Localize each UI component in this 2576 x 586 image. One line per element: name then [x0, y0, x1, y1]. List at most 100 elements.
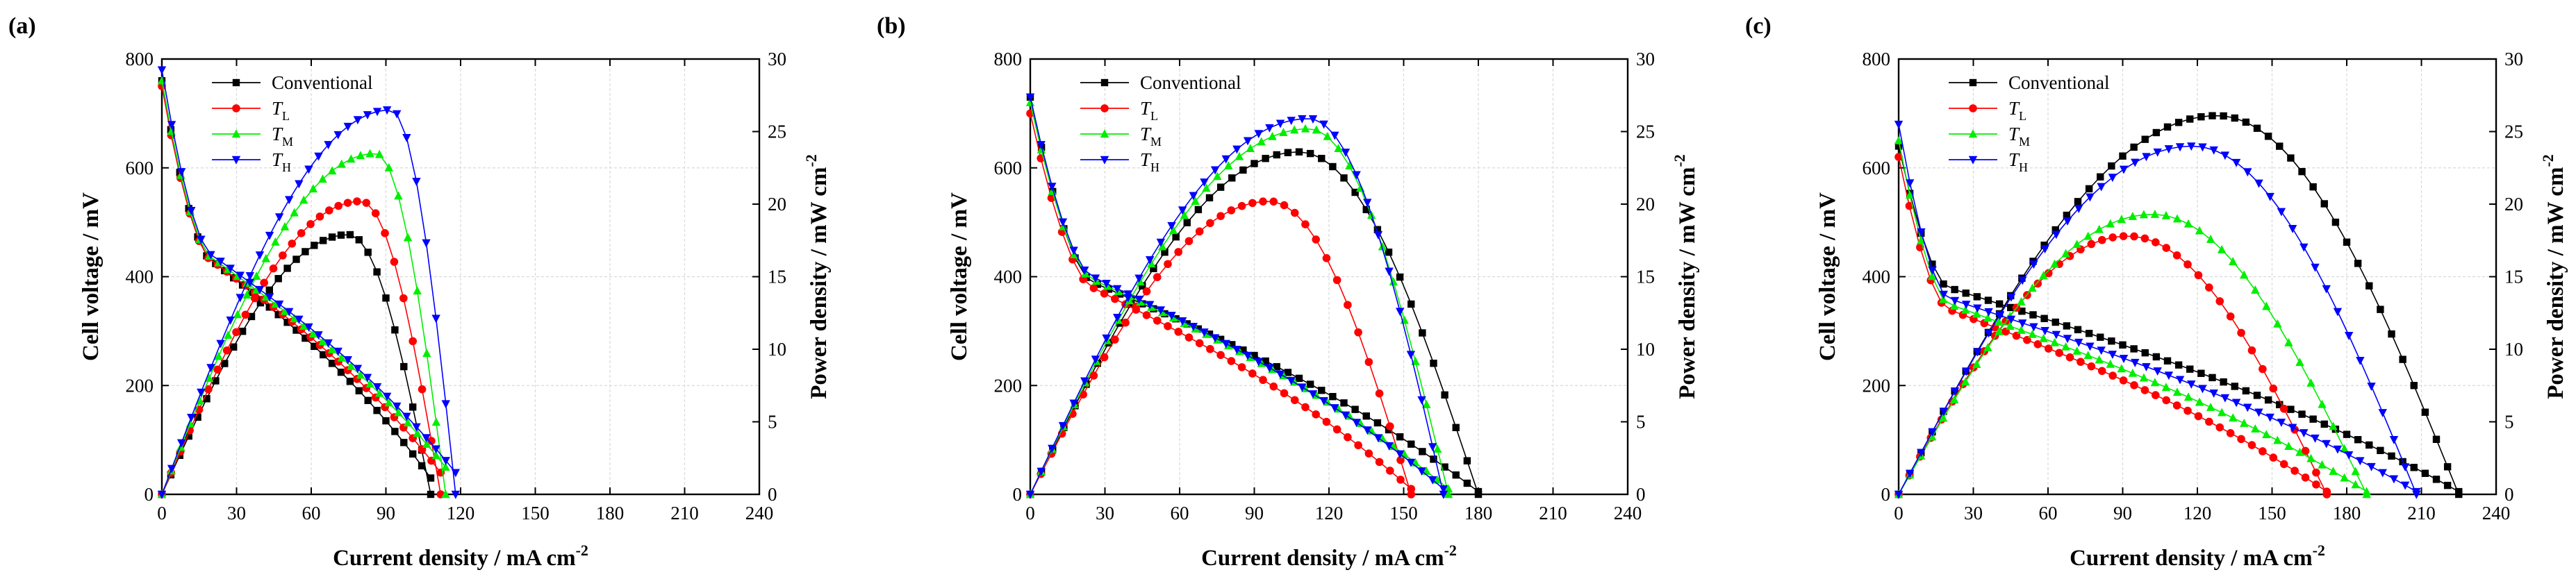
power-point	[2309, 183, 2317, 191]
voltage-point	[451, 469, 461, 478]
voltage-point	[2033, 340, 2042, 349]
power-point	[1227, 206, 1236, 215]
power-point	[2287, 154, 2295, 162]
voltage-point	[2018, 319, 2027, 328]
power-point	[2174, 119, 2183, 126]
power-point	[2142, 153, 2151, 162]
power-point	[2231, 114, 2238, 122]
power-point	[1189, 192, 1198, 201]
power-point	[1183, 219, 1191, 226]
voltage-point	[372, 383, 382, 392]
voltage-point	[2050, 337, 2059, 346]
y-left-axis-title: Cell voltage / mV	[1815, 192, 1840, 361]
voltage-point	[2065, 353, 2074, 362]
voltage-point	[311, 342, 318, 351]
x-axis-title-sup: -2	[2313, 542, 2325, 559]
power-point	[408, 337, 417, 346]
power-point	[2399, 355, 2406, 363]
x-tick-label: 210	[1539, 503, 1567, 524]
voltage-point	[1195, 339, 1204, 348]
voltage-point	[1280, 389, 1289, 398]
power-point	[2378, 409, 2387, 418]
voltage-point	[1439, 485, 1448, 494]
power-point	[1962, 367, 1971, 376]
power-point	[260, 278, 268, 287]
voltage-point	[2074, 326, 2082, 333]
power-point	[2097, 183, 2106, 192]
legend-label-main: T	[2008, 149, 2020, 170]
power-point	[2006, 293, 2016, 302]
voltage-point	[2273, 435, 2282, 444]
voltage-line	[1030, 97, 1444, 489]
power-point	[213, 365, 222, 374]
voltage-point	[2153, 367, 2162, 376]
voltage-point	[418, 462, 426, 470]
power-point	[2209, 146, 2218, 155]
legend-label-sub: M	[1150, 135, 1162, 149]
voltage-point	[1134, 295, 1143, 304]
voltage-point	[2231, 399, 2241, 408]
power-point	[343, 122, 352, 131]
power-point	[279, 251, 287, 260]
power-point	[1441, 391, 1448, 399]
power-point	[422, 239, 431, 248]
power-point	[2074, 198, 2082, 206]
legend-label: TL	[1140, 98, 1158, 123]
power-point	[1378, 242, 1387, 251]
power-point	[2108, 174, 2117, 183]
voltage-point	[2309, 415, 2317, 423]
power-point	[1906, 469, 1915, 478]
voltage-point	[320, 351, 327, 359]
power-point	[1385, 249, 1393, 256]
voltage-line	[1898, 140, 2368, 492]
voltage-point	[1295, 374, 1303, 383]
power-point	[1142, 287, 1151, 296]
power-point	[2243, 168, 2252, 177]
voltage-point	[2389, 475, 2399, 484]
power-point	[2344, 332, 2354, 340]
x-axis-title-sup: -2	[1444, 542, 1457, 559]
series-tl	[158, 82, 445, 499]
power-point	[265, 286, 273, 294]
voltage-point	[2055, 349, 2063, 358]
voltage-point	[2237, 435, 2245, 444]
voltage-point	[2205, 417, 2213, 426]
voltage-point	[431, 451, 441, 460]
power-point	[194, 413, 201, 421]
power-point	[2164, 145, 2174, 154]
power-point	[2217, 244, 2227, 253]
voltage-point	[1905, 201, 1914, 210]
power-point	[1079, 390, 1087, 399]
power-point	[250, 294, 259, 303]
power-point	[2050, 259, 2059, 268]
voltage-point	[2284, 442, 2293, 450]
voltage-point	[2247, 441, 2256, 449]
power-point	[255, 251, 265, 260]
voltage-point	[1237, 363, 1246, 371]
power-point	[187, 413, 196, 422]
power-point	[1373, 226, 1382, 233]
y-right-axis-title-sup: -2	[802, 154, 820, 167]
voltage-point	[393, 402, 402, 411]
voltage-point	[226, 265, 235, 274]
legend-marker	[1968, 129, 1978, 138]
y-right-tick-label: 25	[768, 122, 786, 142]
power-point	[1091, 355, 1100, 365]
voltage-point	[1927, 271, 1937, 281]
legend-label: TL	[2008, 98, 2026, 123]
voltage-point	[1362, 412, 1370, 420]
power-point	[2208, 112, 2216, 119]
y-right-tick-label: 20	[2504, 194, 2523, 215]
x-tick-label: 150	[521, 503, 550, 524]
voltage-point	[1227, 357, 1236, 365]
legend-marker	[232, 104, 240, 112]
power-point	[2150, 209, 2160, 218]
power-point	[2412, 490, 2421, 499]
voltage-point	[2259, 447, 2267, 455]
voltage-point	[1153, 316, 1162, 325]
power-point	[1235, 151, 1244, 160]
power-point	[2130, 143, 2138, 151]
power-point	[1439, 490, 1448, 499]
power-point	[1254, 130, 1263, 139]
